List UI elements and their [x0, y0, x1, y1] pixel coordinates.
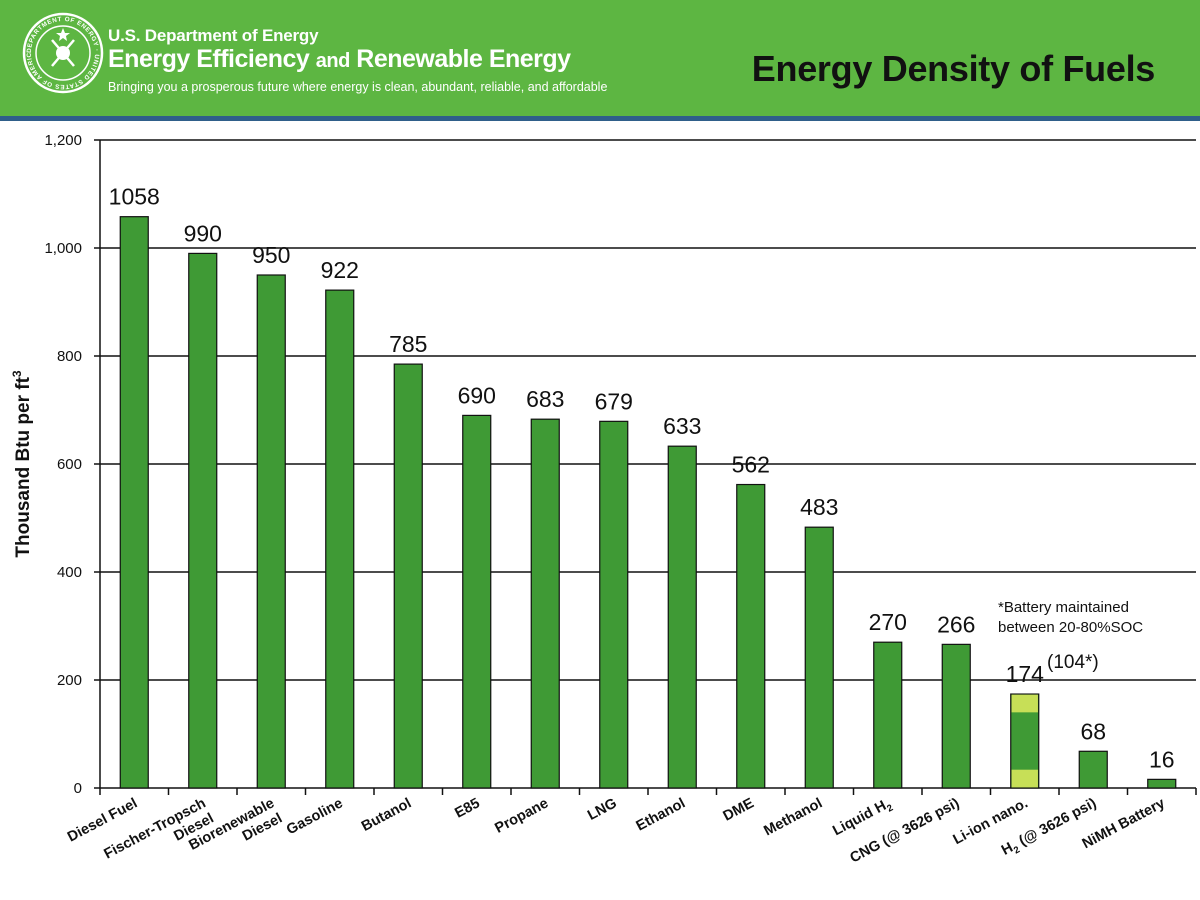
bar — [736, 483, 766, 789]
y-axis-title-superscript: 3 — [10, 370, 24, 377]
data-label: 633 — [663, 413, 701, 439]
bar — [393, 363, 423, 789]
data-label: 483 — [800, 494, 838, 520]
data-label: 1058 — [109, 184, 160, 210]
category-label: Gasoline — [284, 795, 346, 838]
agency-name: U.S. Department of Energy — [108, 26, 319, 45]
bar — [188, 252, 218, 789]
li-ion-maintained-label: (104*) — [1047, 652, 1099, 673]
category-label-line: E85 — [452, 795, 482, 821]
category-label-line: Gasoline — [284, 795, 346, 838]
category-label: Ethanol — [634, 795, 688, 834]
bar-highlight-band — [1011, 769, 1038, 788]
category-label: DME — [721, 795, 757, 824]
category-label: Propane — [492, 795, 551, 836]
bar — [873, 641, 903, 789]
category-label-line: Methanol — [761, 795, 825, 839]
bar — [941, 643, 971, 789]
y-tick-label: 600 — [57, 456, 82, 473]
category-label-line: LNG — [585, 795, 620, 823]
category-label-line: Ethanol — [634, 795, 688, 834]
y-tick-label: 800 — [57, 348, 82, 365]
bar — [667, 445, 697, 789]
data-label: 266 — [937, 611, 975, 637]
y-tick-label: 1,200 — [44, 132, 82, 149]
data-label: 68 — [1080, 718, 1106, 744]
category-label-line: DME — [721, 795, 757, 824]
bar — [530, 418, 560, 789]
tagline: Bringing you a prosperous future where e… — [108, 80, 608, 94]
battery-annotation: *Battery maintained between 20-80%SOC — [998, 599, 1143, 636]
chart-title: Energy Density of Fuels — [751, 48, 1156, 89]
category-label: Butanol — [359, 795, 414, 834]
data-label: 562 — [732, 452, 770, 478]
category-label: Methanol — [761, 795, 825, 839]
y-tick-label: 0 — [74, 780, 82, 797]
office-name-part2: and — [315, 50, 351, 72]
data-label: 679 — [595, 388, 633, 414]
data-label: 990 — [184, 220, 222, 246]
category-label: E85 — [452, 795, 482, 821]
battery-annotation-line1: *Battery maintained — [998, 599, 1129, 616]
data-label: 174 — [1006, 661, 1045, 687]
y-tick-label: 200 — [57, 672, 82, 689]
y-axis-title: Thousand Btu per ft3 — [10, 370, 34, 557]
subscript: 2 — [1012, 844, 1022, 856]
bar — [599, 420, 629, 789]
office-name-part3: Renewable Energy — [356, 45, 571, 73]
data-label: 785 — [389, 331, 427, 357]
data-labels: 1058 990 950 922 785 690 683 679 633 562 483 270 266… — [109, 184, 1175, 773]
data-label: 690 — [458, 382, 496, 408]
bar — [119, 216, 149, 789]
bars — [119, 216, 1177, 789]
category-label: LNG — [585, 795, 620, 823]
y-tick-label: 400 — [57, 564, 82, 581]
bar-highlight-band — [1011, 694, 1038, 713]
category-label-line: Propane — [492, 795, 551, 836]
data-label: 950 — [252, 242, 290, 268]
office-name-part1: Energy Efficiency — [108, 45, 310, 73]
bar — [325, 289, 355, 789]
doe-seal-icon: DEPARTMENT OF ENERGY · UNITED STATES OF … — [22, 12, 104, 94]
energy-density-chart: 0 200 400 600 800 1,000 1,200 1058 990 950 922 785… — [10, 132, 1197, 866]
bar — [1147, 778, 1177, 789]
header-banner: DEPARTMENT OF ENERGY · UNITED STATES OF … — [0, 0, 1200, 116]
battery-annotation-line2: between 20-80%SOC — [998, 619, 1143, 636]
office-name: Energy Efficiency and Renewable Energy — [108, 45, 571, 74]
data-label: 16 — [1149, 746, 1175, 772]
category-labels: Diesel FuelFischer-TropschDieselBiorenew… — [65, 795, 1168, 866]
subscript: 2 — [885, 802, 895, 814]
y-axis-title-text: Thousand Btu per ft — [13, 376, 34, 557]
bar — [804, 526, 834, 789]
category-label-line: Butanol — [359, 795, 414, 834]
data-label: 683 — [526, 386, 564, 412]
bar — [256, 274, 286, 789]
y-tick-label: 1,000 — [44, 240, 82, 257]
bar — [1078, 750, 1108, 789]
bar — [462, 414, 492, 789]
banner-divider — [0, 116, 1200, 121]
data-label: 270 — [869, 609, 907, 635]
data-label: 922 — [321, 257, 359, 283]
